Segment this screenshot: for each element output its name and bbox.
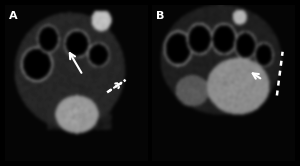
Text: B: B: [156, 11, 164, 21]
Text: A: A: [9, 11, 17, 21]
